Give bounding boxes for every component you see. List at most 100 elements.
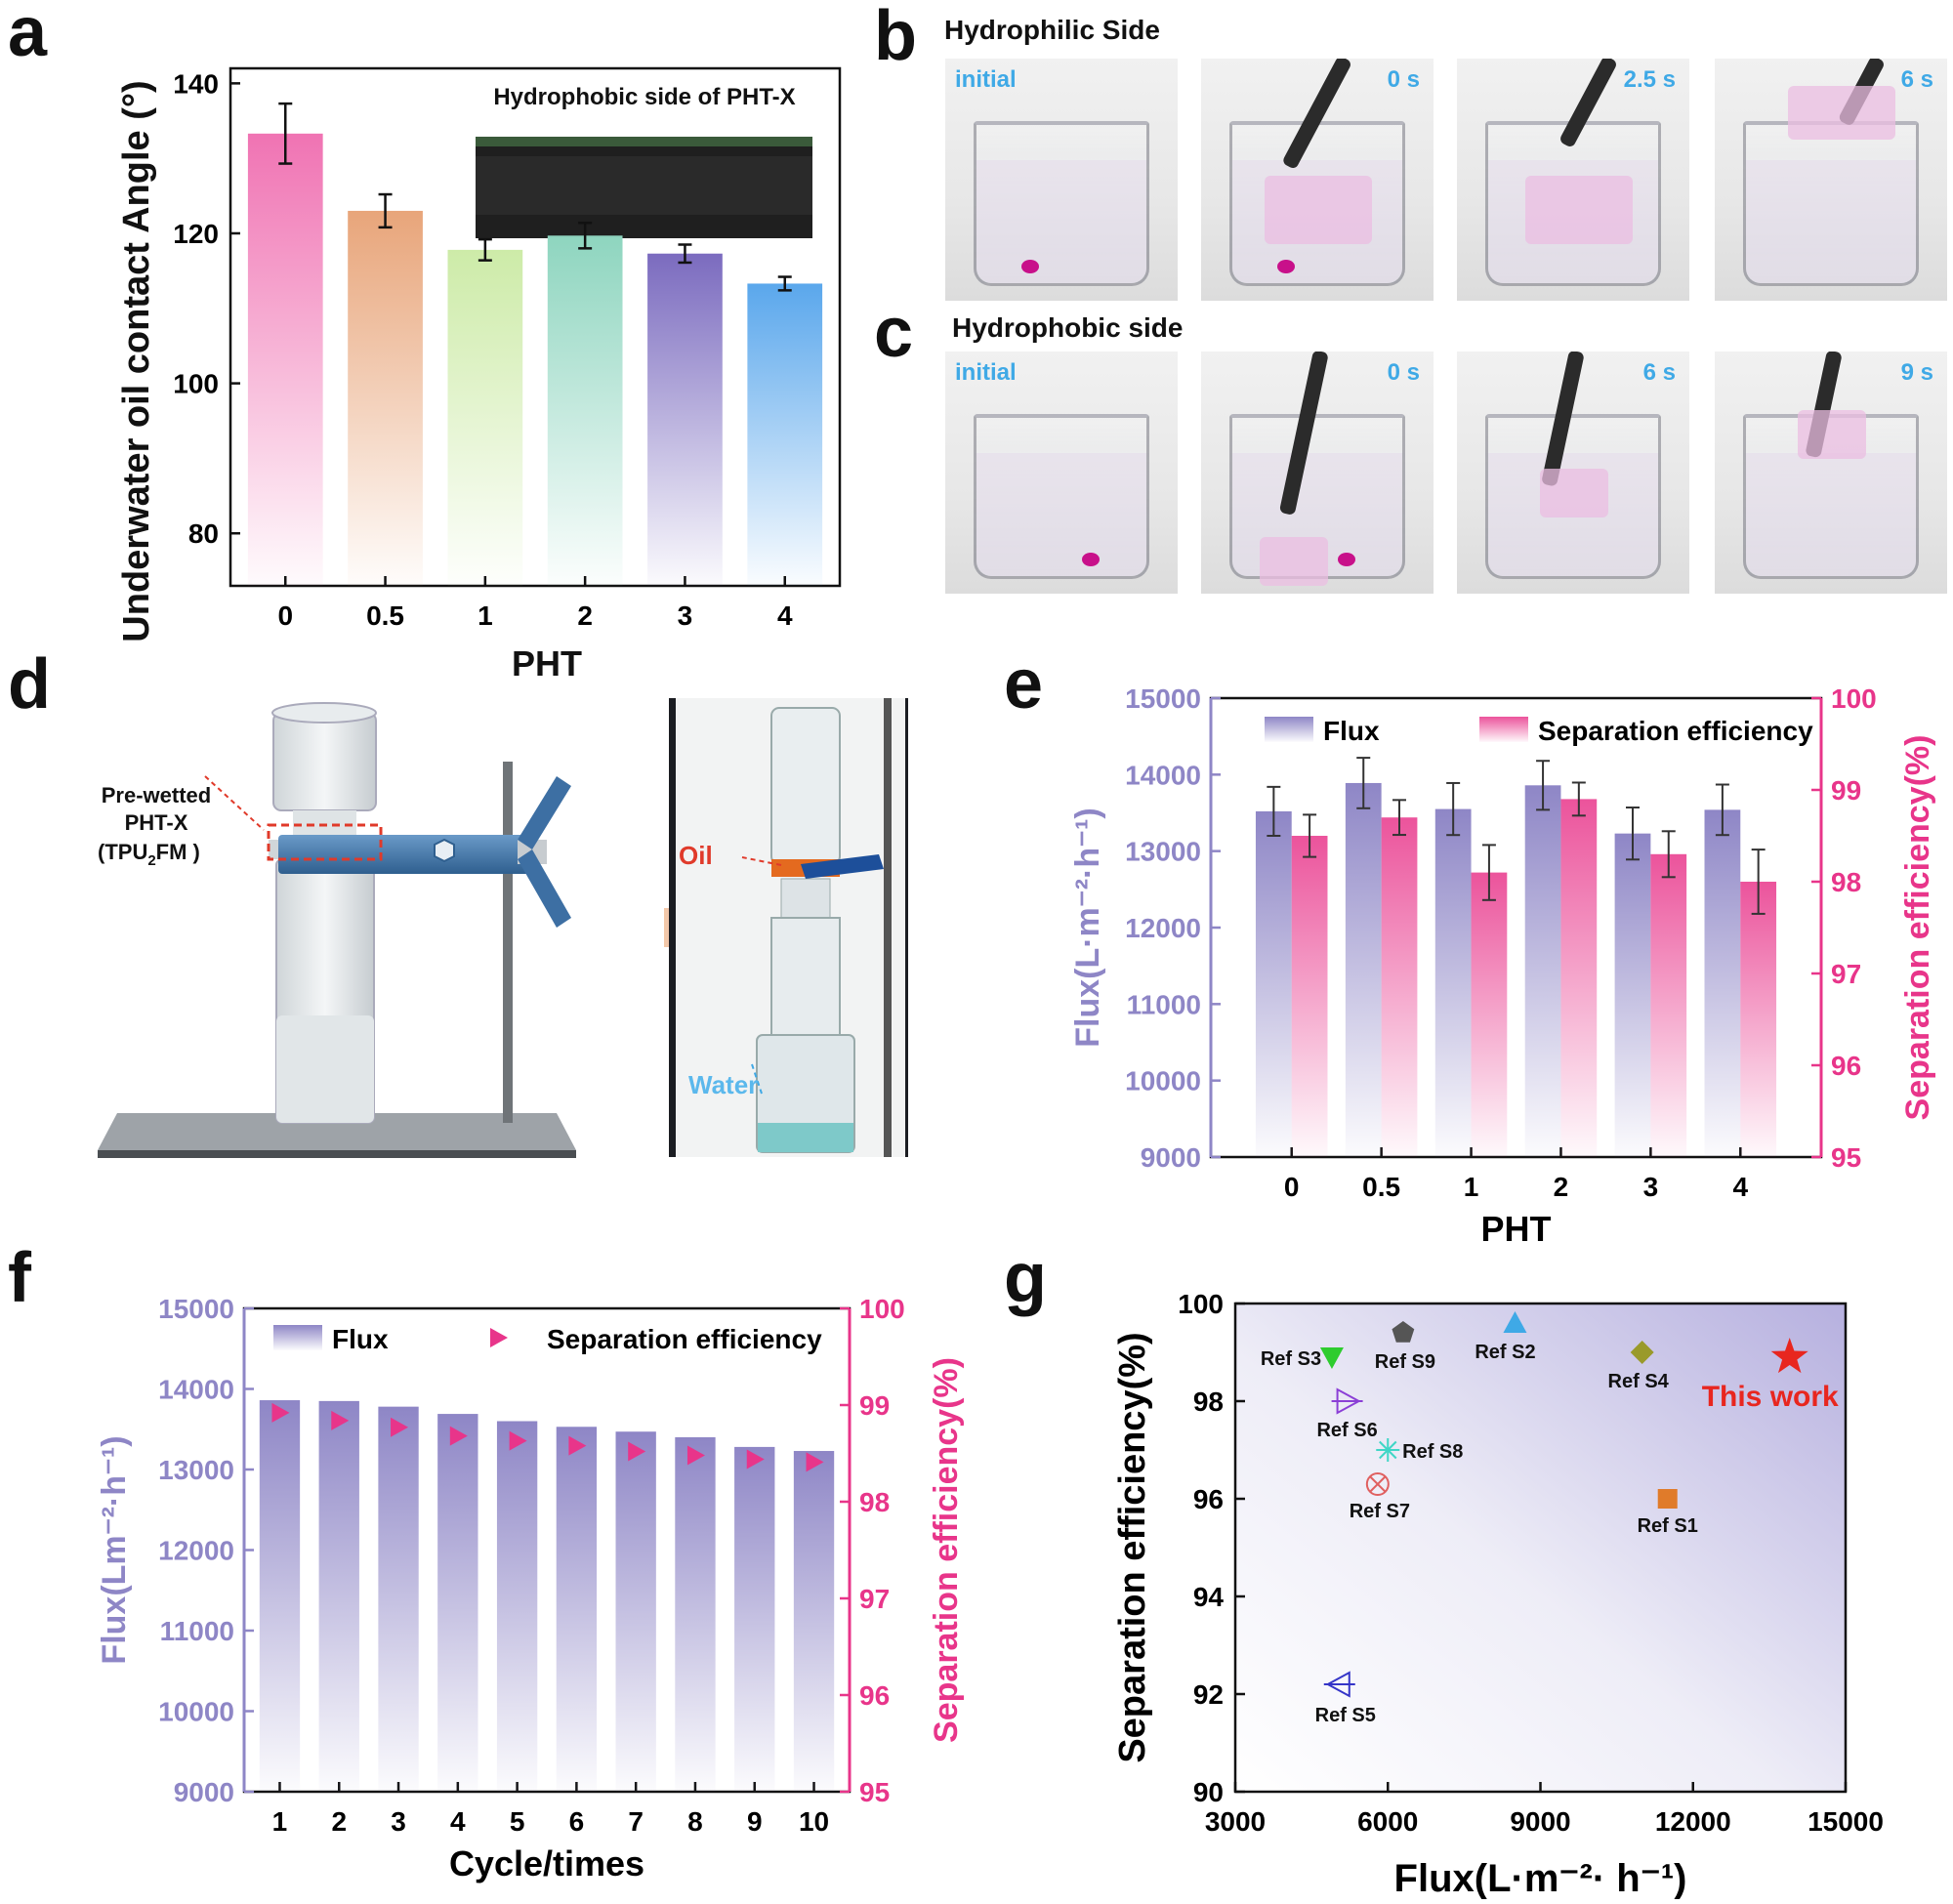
photo-filtration xyxy=(669,698,908,1157)
right-ytick-label: 96 xyxy=(859,1680,890,1711)
efficiency-bar xyxy=(1381,817,1418,1157)
efficiency-marker xyxy=(806,1452,824,1472)
panel-c-title: Hydrophobic side xyxy=(952,312,1184,343)
efficiency-marker xyxy=(686,1445,705,1466)
efficiency-marker xyxy=(449,1426,468,1446)
right-y-axis-label: Separation efficiency(%) xyxy=(928,1357,965,1743)
left-ytick-label: 13000 xyxy=(158,1455,234,1485)
chart-a-ytick-label: 140 xyxy=(173,68,219,99)
left-ytick-label: 9000 xyxy=(174,1777,234,1807)
panel-b-photo-3: 2.5 s xyxy=(1457,59,1689,301)
panel-c-time-label: initial xyxy=(955,359,1017,386)
left-ytick-label: 12000 xyxy=(1125,913,1201,943)
panel-b-photo-2: 0 s xyxy=(1201,59,1434,301)
panel-b-title: Hydrophilic Side xyxy=(944,15,1160,45)
marker-triangle-down xyxy=(1319,1347,1344,1369)
efficiency-bar xyxy=(1560,799,1598,1157)
efficiency-marker xyxy=(331,1410,350,1430)
point-label: Ref S5 xyxy=(1315,1705,1376,1726)
chart-e-flux-efficiency: 9000100001100012000130001400015000959697… xyxy=(1069,683,1936,1249)
xtick-label: 2 xyxy=(1554,1172,1569,1202)
right-ytick-label: 96 xyxy=(1831,1051,1861,1081)
right-ytick-label: 97 xyxy=(1831,959,1861,989)
inset-label: Hydrophobic side of PHT-X xyxy=(493,84,795,110)
left-ytick-label: 15000 xyxy=(1125,683,1201,714)
xtick-label: 1 xyxy=(1464,1172,1479,1202)
efficiency-marker xyxy=(568,1435,587,1456)
marker-pentagon xyxy=(1392,1321,1415,1343)
xtick-label: 4 xyxy=(1732,1172,1748,1202)
flux-bar xyxy=(615,1431,656,1792)
legend-flux-label: Flux xyxy=(1323,716,1380,746)
left-ytick-label: 12000 xyxy=(158,1536,234,1566)
right-ytick-label: 98 xyxy=(859,1487,890,1517)
panel-c-photo-1: initial xyxy=(945,352,1178,594)
right-ytick-label: 95 xyxy=(859,1777,890,1807)
right-y-axis-label: Separation efficiency(%) xyxy=(1899,735,1936,1121)
left-ytick-label: 9000 xyxy=(1141,1142,1201,1173)
flux-bar xyxy=(1345,782,1382,1157)
membrane-label-1: Pre-wetted xyxy=(102,783,211,807)
panel-letter-a: a xyxy=(8,0,48,71)
chart-a-ytick-label: 100 xyxy=(173,369,219,399)
marker-triangle-up xyxy=(1503,1311,1527,1333)
legend-flux-label: Flux xyxy=(332,1324,389,1354)
point-label: Ref S3 xyxy=(1261,1348,1321,1370)
xtick-label: 6 xyxy=(569,1806,585,1837)
setup-schematic: Pre-wetted PHT-X (TPU2FM ) Oil Water xyxy=(98,698,908,1158)
legend-efficiency-label: Separation efficiency xyxy=(547,1324,822,1354)
efficiency-marker xyxy=(271,1402,290,1423)
panel-b-photo-1: initial xyxy=(945,59,1178,301)
panel-c-time-label: 9 s xyxy=(1900,359,1933,386)
chart-a-contact-angle: Hydrophobic side of PHT-X PHT Underwater… xyxy=(116,66,842,683)
xtick-label: 0.5 xyxy=(1362,1172,1400,1202)
panel-letter-b: b xyxy=(874,0,917,75)
chart-a-frame xyxy=(229,66,842,588)
point-label: Ref S8 xyxy=(1402,1441,1463,1463)
efficiency-marker xyxy=(628,1441,646,1462)
point-label: Ref S1 xyxy=(1638,1515,1698,1537)
chart-a-bar xyxy=(348,210,423,587)
chart-a-xtick-label: 1 xyxy=(478,600,493,631)
legend-flux-swatch xyxy=(1265,717,1313,742)
point-label: Ref S7 xyxy=(1350,1501,1410,1522)
efficiency-bar xyxy=(1291,836,1328,1157)
panel-c-time-label: 6 s xyxy=(1642,359,1676,386)
xtick-label: 4 xyxy=(450,1806,466,1837)
xtick-label: 8 xyxy=(687,1806,703,1837)
point-label: Ref S9 xyxy=(1375,1351,1435,1373)
inset-photo xyxy=(476,137,812,238)
panel-b-time-label: 6 s xyxy=(1900,66,1933,93)
legend-efficiency-swatch xyxy=(1479,717,1528,742)
left-ytick-label: 15000 xyxy=(158,1294,234,1324)
xtick-label: 9000 xyxy=(1510,1806,1570,1837)
xtick-label: 15000 xyxy=(1808,1806,1884,1837)
chart-a-xtick-label: 4 xyxy=(777,600,793,631)
x-axis-label: Flux(L·m⁻²· h⁻¹) xyxy=(1394,1857,1687,1899)
efficiency-bar xyxy=(1740,882,1777,1157)
left-ytick-label: 14000 xyxy=(1125,760,1201,790)
xtick-label: 5 xyxy=(510,1806,525,1837)
chart-a-bar xyxy=(547,235,623,586)
panel-c-photo-3: 6 s xyxy=(1457,352,1689,594)
panel-c-time-label: 0 s xyxy=(1387,359,1420,386)
efficiency-marker xyxy=(509,1430,527,1451)
flux-bar xyxy=(1434,808,1472,1157)
efficiency-bar xyxy=(1471,872,1508,1157)
x-axis-label: Cycle/times xyxy=(449,1843,644,1883)
marker-circle-x xyxy=(1365,1472,1390,1496)
chart-a-xtick-label: 2 xyxy=(577,600,593,631)
panel-letter-d: d xyxy=(8,645,51,724)
xtick-label: 3 xyxy=(1643,1172,1659,1202)
xtick-label: 12000 xyxy=(1655,1806,1731,1837)
marker-circle-x-line xyxy=(1369,1475,1387,1493)
chart-a-bar xyxy=(647,253,723,586)
left-ytick-label: 14000 xyxy=(158,1375,234,1405)
panel-c-photo-2: 0 s xyxy=(1201,352,1434,594)
xtick-label: 2 xyxy=(331,1806,347,1837)
panel-b-time-label: initial xyxy=(955,66,1017,93)
xtick-label: 0 xyxy=(1284,1172,1300,1202)
ytick-label: 96 xyxy=(1193,1484,1224,1514)
chart-a-bar xyxy=(747,283,823,586)
left-y-axis-label: Flux(Lm⁻²·h⁻¹) xyxy=(96,1435,133,1664)
